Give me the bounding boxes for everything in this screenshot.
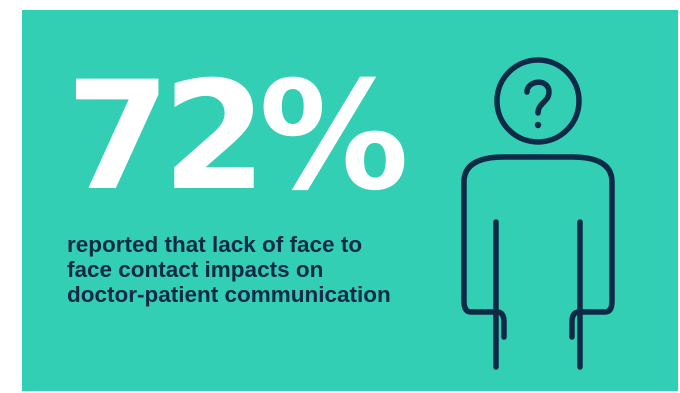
head-circle [494,57,582,145]
stat-caption: reported that lack of face to face conta… [67,232,391,307]
question-mark [524,79,552,116]
question-dot [534,121,542,129]
person-with-question-mark-icon [461,57,615,370]
body-outline [461,154,615,340]
infographic-card: 72% reported that lack of face to face c… [22,10,678,391]
stat-value: 72% [66,50,409,224]
